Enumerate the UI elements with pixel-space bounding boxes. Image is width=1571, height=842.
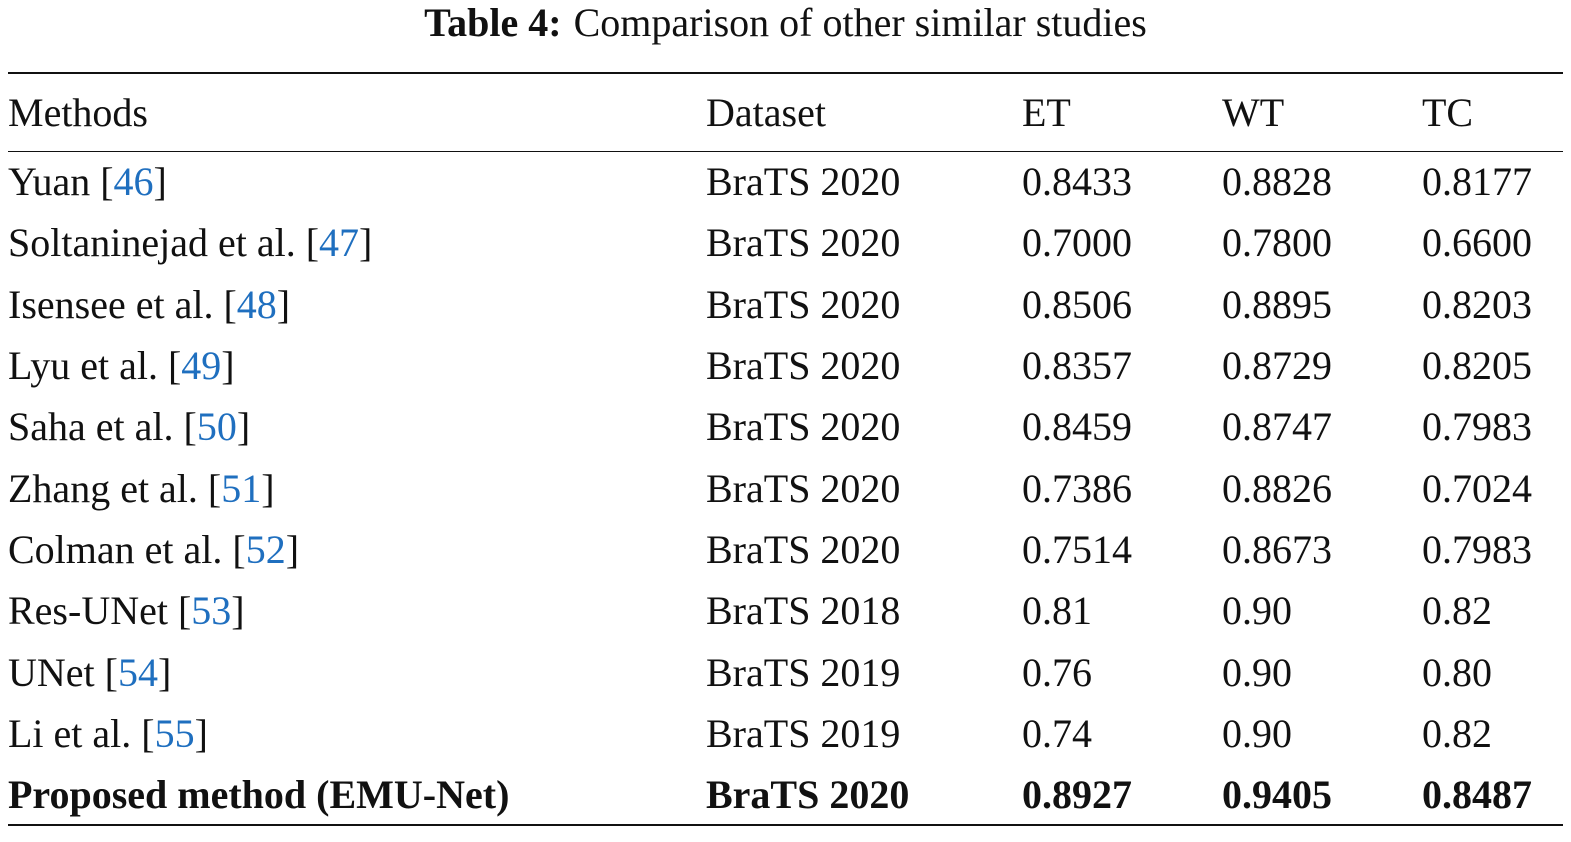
cell: 0.90 (1222, 710, 1292, 756)
method-cell: Yuan [46] (8, 159, 167, 205)
cell: 0.8205 (1422, 343, 1532, 389)
method-cell: UNet [54] (8, 649, 172, 695)
cell: 0.82 (1422, 588, 1492, 634)
cell: 0.9405 (1222, 771, 1332, 817)
cell: BraTS 2020 (706, 404, 901, 450)
method-cell: Res-UNet [53] (8, 588, 245, 634)
cell: 0.82 (1422, 710, 1492, 756)
table-caption: Table 4: Comparison of other similar stud… (0, 0, 1571, 46)
cell: 0.7514 (1022, 526, 1132, 572)
citation-link[interactable]: 53 (191, 588, 232, 634)
caption-text: Comparison of other similar studies (573, 0, 1147, 45)
cell: 0.7983 (1422, 404, 1532, 450)
citation-link[interactable]: 47 (319, 220, 360, 266)
header-cell: Dataset (706, 89, 826, 135)
cell: 0.8828 (1222, 159, 1332, 205)
cell: 0.80 (1422, 649, 1492, 695)
table: Methods Dataset ET WT TC Yuan [46] BraTS 2020… (8, 72, 1563, 826)
cell: 0.8895 (1222, 281, 1332, 327)
citation-link[interactable]: 48 (236, 281, 277, 327)
cell: BraTS 2018 (706, 588, 901, 634)
table-row: UNet [54] BraTS 2019 0.76 0.90 0.80 (8, 641, 1563, 702)
cell: BraTS 2020 (706, 159, 901, 205)
cell: 0.8487 (1422, 771, 1532, 817)
cell: 0.6600 (1422, 220, 1532, 266)
cell: 0.74 (1022, 710, 1092, 756)
cell: 0.8927 (1022, 771, 1132, 817)
cell: 0.7800 (1222, 220, 1332, 266)
table-row: Yuan [46] BraTS 2020 0.8433 0.8828 0.8177 (8, 151, 1563, 212)
cell: 0.8506 (1022, 281, 1132, 327)
cell: BraTS 2020 (706, 465, 901, 511)
cell: 0.8729 (1222, 343, 1332, 389)
table-row: Proposed method (EMU-Net) BraTS 2020 0.892… (8, 764, 1563, 826)
cell: 0.8747 (1222, 404, 1332, 450)
cell: 0.90 (1222, 588, 1292, 634)
cell: BraTS 2019 (706, 649, 901, 695)
header-cell: WT (1222, 89, 1285, 135)
citation-link[interactable]: 54 (117, 649, 158, 695)
cell: 0.8826 (1222, 465, 1332, 511)
method-cell: Soltaninejad et al. [47] (8, 220, 373, 266)
cell: 0.7000 (1022, 220, 1132, 266)
cell: BraTS 2020 (706, 281, 901, 327)
cell: 0.8673 (1222, 526, 1332, 572)
table-row: Li et al. [55] BraTS 2019 0.74 0.90 0.82 (8, 703, 1563, 764)
cell: 0.7024 (1422, 465, 1532, 511)
table-row: Lyu et al. [49] BraTS 2020 0.8357 0.8729 0.8… (8, 335, 1563, 396)
method-cell: Proposed method (EMU-Net) (8, 771, 510, 817)
citation-link[interactable]: 51 (221, 465, 262, 511)
table-row: Isensee et al. [48] BraTS 2020 0.8506 0.889… (8, 274, 1563, 335)
cell: BraTS 2019 (706, 710, 901, 756)
table-header: Methods Dataset ET WT TC (8, 73, 1563, 151)
cell: BraTS 2020 (706, 220, 901, 266)
citation-link[interactable]: 46 (113, 159, 154, 205)
cell: BraTS 2020 (706, 343, 901, 389)
method-cell: Colman et al. [52] (8, 526, 300, 572)
table-row: Saha et al. [50] BraTS 2020 0.8459 0.8747 0.… (8, 396, 1563, 457)
table-row: Soltaninejad et al. [47] BraTS 2020 0.7000… (8, 212, 1563, 273)
cell: 0.8203 (1422, 281, 1532, 327)
cell: 0.7386 (1022, 465, 1132, 511)
citation-link[interactable]: 49 (181, 343, 222, 389)
cell: BraTS 2020 (706, 526, 901, 572)
method-cell: Isensee et al. [48] (8, 281, 291, 327)
cell: 0.8357 (1022, 343, 1132, 389)
method-cell: Lyu et al. [49] (8, 343, 235, 389)
citation-link[interactable]: 55 (154, 710, 195, 756)
table-body: Yuan [46] BraTS 2020 0.8433 0.8828 0.8177 Sol… (8, 151, 1563, 826)
cell: 0.8433 (1022, 159, 1132, 205)
citation-link[interactable]: 52 (245, 526, 286, 572)
cell: 0.8177 (1422, 159, 1532, 205)
table-row: Res-UNet [53] BraTS 2018 0.81 0.90 0.82 (8, 580, 1563, 641)
cell: BraTS 2020 (706, 771, 910, 817)
citation-link[interactable]: 50 (196, 404, 237, 450)
method-cell: Saha et al. [50] (8, 404, 251, 450)
cell: 0.81 (1022, 588, 1092, 634)
method-cell: Li et al. [55] (8, 710, 208, 756)
header-cell: ET (1022, 89, 1071, 135)
method-cell: Zhang et al. [51] (8, 465, 275, 511)
cell: 0.76 (1022, 649, 1092, 695)
cell: 0.8459 (1022, 404, 1132, 450)
table-row: Zhang et al. [51] BraTS 2020 0.7386 0.8826 0… (8, 457, 1563, 518)
caption-label: Table 4: (424, 0, 562, 45)
header-cell: Methods (8, 89, 148, 135)
header-row: Methods Dataset ET WT TC (8, 73, 1563, 151)
cell: 0.90 (1222, 649, 1292, 695)
cell: 0.7983 (1422, 526, 1532, 572)
header-cell: TC (1422, 89, 1474, 135)
table-row: Colman et al. [52] BraTS 2020 0.7514 0.8673… (8, 519, 1563, 580)
